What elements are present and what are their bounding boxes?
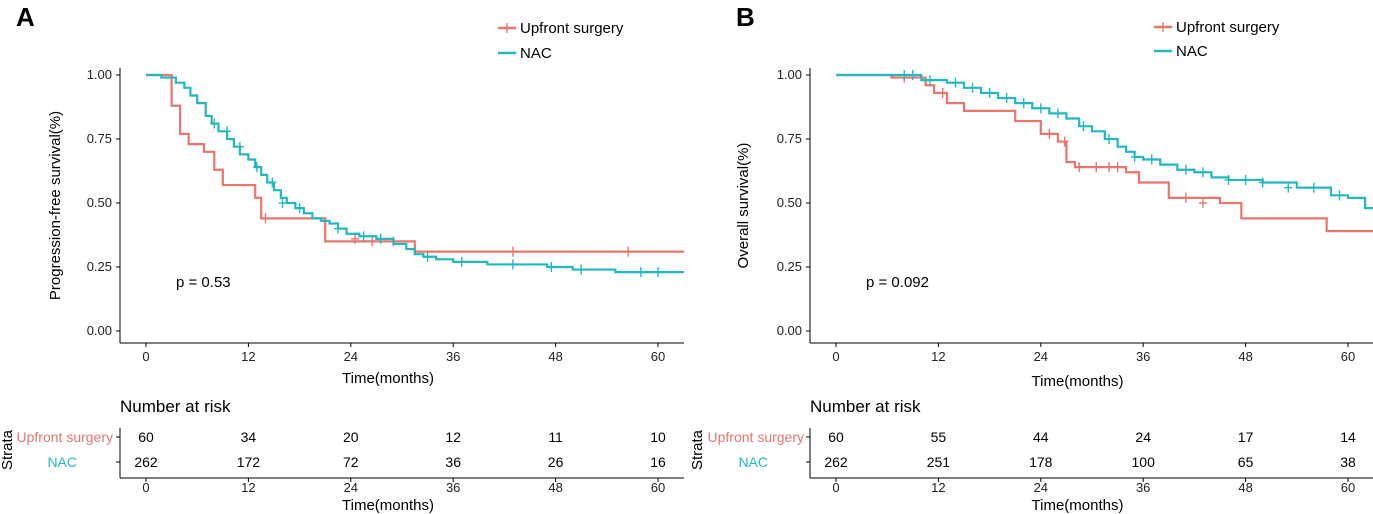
y-tick-label: 0.75 xyxy=(777,131,802,146)
risk-count: 20 xyxy=(343,429,359,445)
risk-x-tick-label: 60 xyxy=(651,480,665,495)
panel-label: B xyxy=(736,2,755,32)
risk-count: 38 xyxy=(1340,454,1356,470)
x-tick-label: 60 xyxy=(651,349,665,364)
panel-label: A xyxy=(16,2,35,32)
panel-B: B 0.00 0.25 0.50 0.75 1.00 0 12 24 36 48 60 Time(mon… xyxy=(689,2,1373,514)
risk-count: 251 xyxy=(927,454,951,470)
x-tick-label: 0 xyxy=(142,349,149,364)
risk-count: 60 xyxy=(828,429,844,445)
risk-x-tick-label: 36 xyxy=(446,480,460,495)
risk-x-axis-title: Time(months) xyxy=(1032,497,1124,514)
risk-count: 55 xyxy=(931,429,947,445)
risk-count: 172 xyxy=(237,454,261,470)
legend-label: Upfront surgery xyxy=(520,20,624,37)
y-tick-label: 0.75 xyxy=(87,131,112,146)
risk-x-tick-label: 24 xyxy=(344,480,358,495)
series-line-upfront xyxy=(836,73,1373,233)
x-tick-label: 60 xyxy=(1341,349,1355,364)
x-tick-label: 48 xyxy=(1238,349,1252,364)
risk-count: 178 xyxy=(1029,454,1053,470)
strata-label-nac: NAC xyxy=(47,454,77,470)
y-axis-title: Progression-free survival(%) xyxy=(47,111,64,300)
series-line-nac xyxy=(836,73,1373,210)
x-tick-label: 12 xyxy=(241,349,255,364)
risk-count: 100 xyxy=(1132,454,1156,470)
x-tick-label: 36 xyxy=(1136,349,1150,364)
strata-title: Strata xyxy=(689,429,706,470)
x-tick-label: 0 xyxy=(832,349,839,364)
risk-x-tick-label: 12 xyxy=(931,480,945,495)
risk-count: 34 xyxy=(241,429,257,445)
y-tick-label: 0.25 xyxy=(777,259,802,274)
risk-count: 17 xyxy=(1238,429,1254,445)
x-tick-label: 12 xyxy=(931,349,945,364)
panel-A: A 0.00 0.25 0.50 0.75 1.00 0 12 24 36 48 60 Time(mon… xyxy=(0,2,684,514)
risk-count: 36 xyxy=(445,454,461,470)
y-tick-label: 0.25 xyxy=(87,259,112,274)
risk-count: 10 xyxy=(650,429,666,445)
risk-count: 60 xyxy=(138,429,154,445)
y-tick-label: 1.00 xyxy=(777,67,802,82)
x-axis-title: Time(months) xyxy=(342,370,434,387)
risk-x-axis-title: Time(months) xyxy=(342,497,434,514)
y-axis-title: Overall survival(%) xyxy=(735,143,752,269)
x-tick-label: 48 xyxy=(548,349,562,364)
series-line-nac xyxy=(146,73,684,274)
strata-label-nac: NAC xyxy=(738,454,768,470)
x-tick-label: 24 xyxy=(1034,349,1048,364)
y-tick-label: 1.00 xyxy=(87,67,112,82)
x-axis-title: Time(months) xyxy=(1032,373,1124,390)
strata-label-upfront: Upfront surgery xyxy=(708,429,804,445)
risk-count: 24 xyxy=(1135,429,1151,445)
risk-count: 16 xyxy=(650,454,666,470)
risk-x-tick-label: 48 xyxy=(548,480,562,495)
risk-x-tick-label: 48 xyxy=(1238,480,1252,495)
risk-count: 262 xyxy=(824,454,848,470)
risk-count: 11 xyxy=(548,429,563,445)
risk-count: 72 xyxy=(343,454,359,470)
legend-label: NAC xyxy=(520,45,552,62)
risk-count: 12 xyxy=(445,429,461,445)
legend-label: NAC xyxy=(1176,43,1208,60)
risk-x-tick-label: 0 xyxy=(142,480,149,495)
p-value: p = 0.092 xyxy=(866,274,929,291)
risk-x-tick-label: 0 xyxy=(832,480,839,495)
y-tick-label: 0.00 xyxy=(777,323,802,338)
series-line-upfront xyxy=(146,73,684,253)
p-value: p = 0.53 xyxy=(176,274,231,291)
risk-count: 65 xyxy=(1238,454,1254,470)
strata-title: Strata xyxy=(0,429,16,470)
risk-x-tick-label: 12 xyxy=(241,480,255,495)
risk-x-tick-label: 36 xyxy=(1136,480,1150,495)
risk-table-title: Number at risk xyxy=(810,397,921,416)
risk-count: 44 xyxy=(1033,429,1049,445)
risk-count: 14 xyxy=(1340,429,1356,445)
strata-label-upfront: Upfront surgery xyxy=(17,429,113,445)
y-tick-label: 0.50 xyxy=(777,195,802,210)
risk-count: 26 xyxy=(548,454,564,470)
risk-table-title: Number at risk xyxy=(120,397,231,416)
x-tick-label: 24 xyxy=(344,349,358,364)
y-tick-label: 0.50 xyxy=(87,195,112,210)
y-tick-label: 0.00 xyxy=(87,323,112,338)
x-tick-label: 36 xyxy=(446,349,460,364)
risk-count: 262 xyxy=(134,454,158,470)
risk-x-tick-label: 60 xyxy=(1341,480,1355,495)
risk-x-tick-label: 24 xyxy=(1034,480,1048,495)
legend-label: Upfront surgery xyxy=(1176,19,1280,36)
